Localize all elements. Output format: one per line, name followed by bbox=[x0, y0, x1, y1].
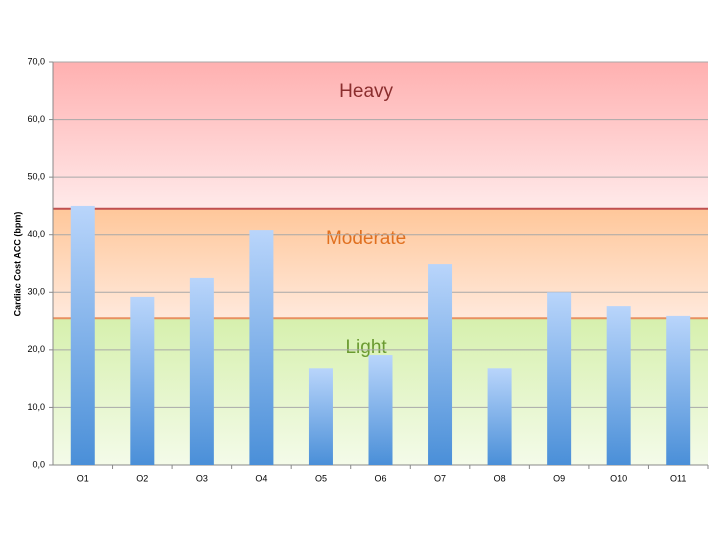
x-tick-label: O4 bbox=[255, 473, 267, 483]
y-axis-label: Cardiac Cost ACC (bpm) bbox=[12, 212, 22, 317]
bar bbox=[308, 368, 333, 465]
x-tick-label: O9 bbox=[553, 473, 565, 483]
bar bbox=[666, 315, 691, 465]
bar bbox=[130, 296, 155, 465]
y-tick-label: 0,0 bbox=[32, 459, 45, 469]
bar bbox=[606, 306, 631, 465]
zone bbox=[53, 62, 708, 209]
x-tick-label: O2 bbox=[136, 473, 148, 483]
y-tick-label: 40,0 bbox=[27, 229, 45, 239]
bar bbox=[249, 230, 274, 465]
bar bbox=[189, 277, 214, 465]
zone-label: Moderate bbox=[326, 228, 406, 249]
bar bbox=[487, 368, 512, 465]
zone bbox=[53, 208, 708, 319]
bar bbox=[428, 264, 453, 465]
y-tick-label: 50,0 bbox=[27, 172, 45, 182]
x-tick-label: O10 bbox=[610, 473, 627, 483]
bar bbox=[368, 355, 393, 465]
y-tick-label: 10,0 bbox=[27, 402, 45, 412]
y-tick-label: 70,0 bbox=[27, 56, 45, 66]
x-tick-label: O11 bbox=[670, 473, 686, 483]
x-tick-label: O5 bbox=[315, 473, 327, 483]
x-tick-label: O8 bbox=[494, 473, 506, 483]
y-tick-label: 20,0 bbox=[27, 344, 45, 354]
y-tick-label: 60,0 bbox=[27, 114, 45, 124]
x-tick-label: O3 bbox=[196, 473, 208, 483]
zone-label: Light bbox=[345, 337, 387, 358]
bar bbox=[547, 292, 572, 465]
x-tick-label: O7 bbox=[434, 473, 446, 483]
bar bbox=[70, 205, 95, 465]
zone-label: Heavy bbox=[339, 81, 393, 102]
y-tick-label: 30,0 bbox=[27, 287, 45, 297]
x-tick-label: O1 bbox=[77, 473, 89, 483]
x-tick-label: O6 bbox=[374, 473, 386, 483]
